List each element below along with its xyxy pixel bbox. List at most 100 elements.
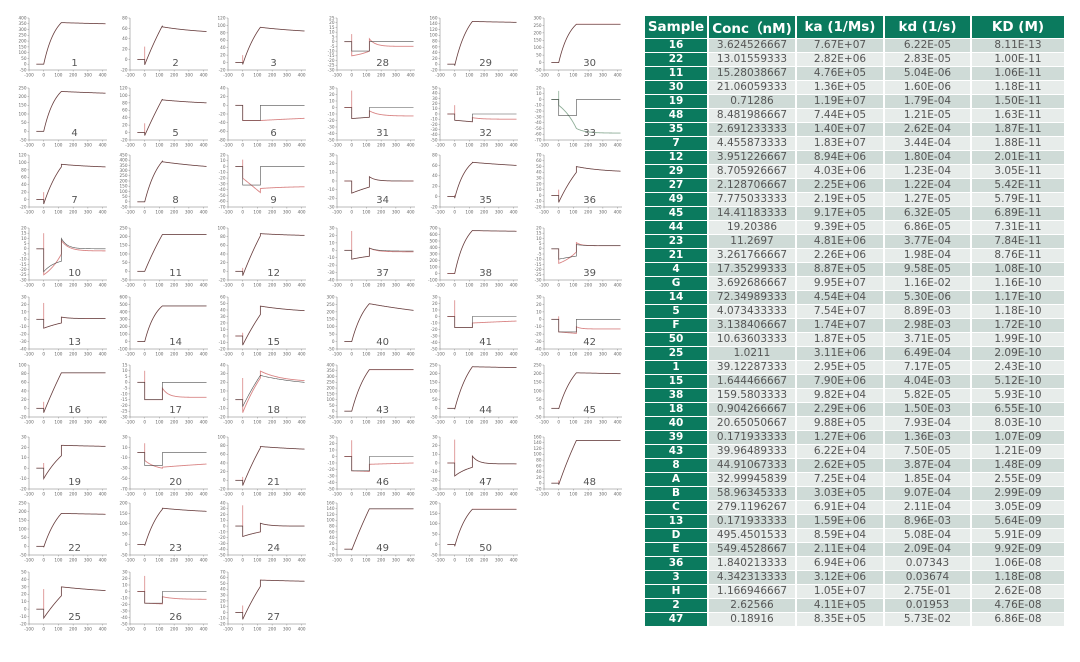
x-tick-label: 300 [495,420,503,425]
x-tick-label: 100 [253,143,261,148]
y-tick-label: 10 [21,455,27,460]
y-tick-label: 80 [21,167,27,172]
ka-cell: 9.88E+05 [797,417,883,430]
y-tick-label: 40 [536,170,542,175]
x-tick-label: 0 [143,420,146,425]
x-tick-label: 300 [283,352,291,357]
header-ka: ka (1/Ms) [797,16,883,38]
y-tick-label: -30 [431,486,438,491]
measured-curve [447,508,517,547]
ka-cell: 7.54E+07 [797,305,883,318]
fit-curve [344,456,414,472]
ka-cell: 4.76E+05 [797,67,883,80]
y-tick-label: 0 [223,164,226,169]
y-tick-label: -30 [328,473,335,478]
y-tick-label: 0 [332,39,335,44]
measured-curve [235,233,305,276]
x-tick-label: 400 [200,210,208,215]
y-tick-label: 80 [329,524,335,529]
y-tick-label: 40 [220,45,226,50]
y-tick-label: 250 [327,302,335,307]
y-tick-label: 60 [220,38,226,43]
KD-cell: 8.11E-13 [972,39,1064,52]
y-tick-label: -10 [535,103,542,108]
ka-cell: 1.27E+06 [797,431,883,444]
KD-cell: 8.03E-10 [972,417,1064,430]
x-tick-label: 0 [350,143,353,148]
measured-curve [551,99,621,117]
x-tick-label: -100 [125,73,135,78]
sensorgram-panel-21: -20 0 20 40 60 80 100 -100 0 100 200 300 400 21 [218,434,306,497]
measured-curve [447,230,517,274]
x-tick-label: 300 [392,283,400,288]
y-tick-label: -20 [219,277,226,282]
KD-cell: 1.18E-08 [972,571,1064,584]
panel-label: 19 [68,477,81,488]
measured-curve [447,161,517,199]
y-tick-label: 10 [536,91,542,96]
y-tick-label: 80 [220,30,226,35]
x-tick-label: 300 [599,143,607,148]
KD-cell: 2.62E-08 [972,585,1064,598]
y-tick-label: 100 [430,33,438,38]
y-tick-label: -5 [537,251,542,256]
x-tick-label: 300 [392,420,400,425]
y-tick-label: 20 [536,475,542,480]
y-tick-label: -10 [328,255,335,260]
table-row: 18 0.904266667 2.29E+06 1.50E-03 6.55E-10 [645,403,1064,416]
y-tick-label: 120 [327,512,335,517]
KD-cell: 1.48E-09 [972,459,1064,472]
y-tick-label: -70 [535,137,542,142]
x-tick-label: 0 [350,73,353,78]
x-tick-label: 0 [241,492,244,497]
sample-cell: 15 [645,375,707,388]
x-tick-label: 300 [283,558,291,563]
y-tick-label: 15 [536,231,542,236]
x-tick-label: 400 [407,73,415,78]
y-tick-label: -60 [535,132,542,137]
x-tick-label: -100 [223,420,233,425]
y-tick-label: -10 [431,117,438,122]
x-tick-label: 0 [557,210,560,215]
table-row: 30 21.06059333 1.36E+05 1.60E-06 1.18E-11 [645,81,1064,94]
y-tick-label: -50 [20,67,27,72]
y-tick-label: 30 [122,434,128,439]
x-tick-label: 200 [377,283,385,288]
table-row: 3 4.342313333 3.12E+06 0.03674 1.18E-08 [645,571,1064,584]
measured-curve [344,107,414,119]
header-sample: Sample [645,16,707,38]
kd-cell: 1.16E-02 [885,277,970,290]
x-tick-label: 300 [185,627,193,632]
y-tick-label: -30 [431,333,438,338]
x-tick-label: 400 [298,492,306,497]
y-tick-label: 10 [122,368,128,373]
x-tick-label: 0 [453,352,456,357]
y-tick-label: -20 [20,267,27,272]
measured-curve [447,113,517,123]
panel-label: 9 [270,195,276,206]
panel-label: 31 [376,128,389,139]
x-tick-label: -100 [223,73,233,78]
y-tick-label: 350 [19,21,27,26]
measured-curve [235,375,305,407]
x-tick-label: 0 [143,73,146,78]
x-tick-label: 100 [54,283,62,288]
y-tick-label: 0 [24,317,27,322]
sample-cell: 50 [645,333,707,346]
y-tick-label: 20 [21,302,27,307]
measured-curve [36,513,106,548]
y-tick-label: 60 [536,463,542,468]
y-tick-label: 20 [536,302,542,307]
y-tick-label: 100 [327,324,335,329]
y-tick-label: -50 [431,552,438,557]
y-tick-label: 30 [432,294,438,299]
KD-cell: 7.84E-11 [972,235,1064,248]
panel-label: 12 [267,268,280,279]
y-tick-label: -5 [22,251,27,256]
y-tick-label: 50 [432,532,438,537]
